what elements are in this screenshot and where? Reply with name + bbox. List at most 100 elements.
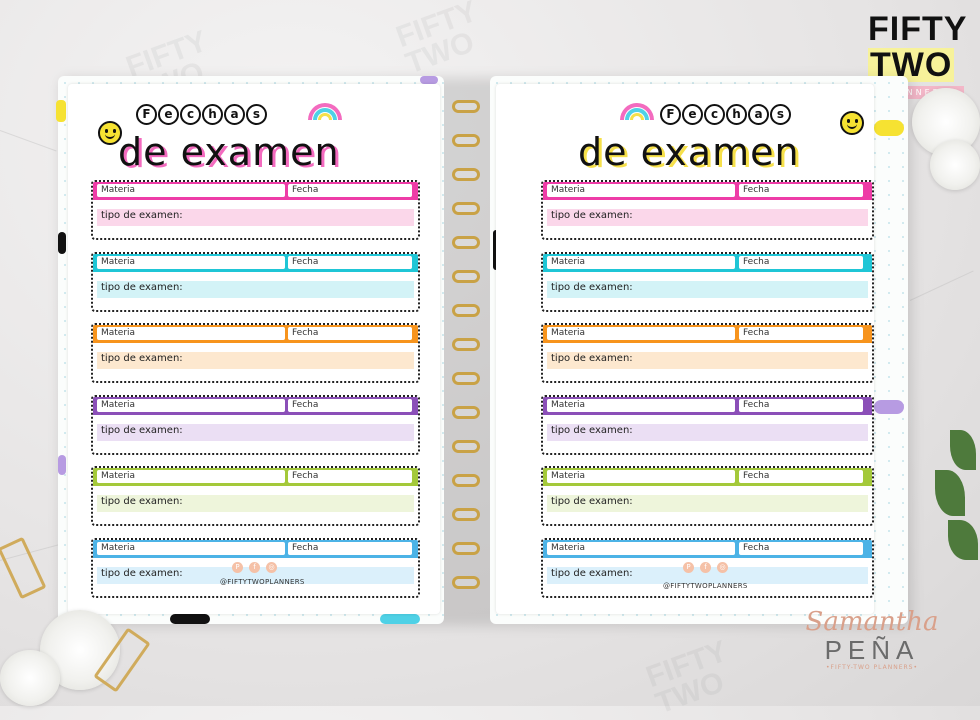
exam-card: Materia Fecha tipo de examen:: [91, 323, 420, 383]
rainbow-icon: [308, 103, 342, 120]
title-letter: c: [704, 104, 725, 125]
materia-field[interactable]: Materia: [547, 327, 735, 340]
cover-deco: [56, 100, 66, 122]
card-header: Materia Fecha: [543, 468, 872, 486]
fecha-field[interactable]: Fecha: [739, 542, 863, 555]
fecha-field[interactable]: Fecha: [739, 399, 863, 412]
instagram-icon: ◎: [717, 562, 728, 573]
instagram-icon: ◎: [266, 562, 277, 573]
cover-deco: [58, 455, 66, 475]
binding-ring: [452, 406, 480, 419]
card-header: Materia Fecha: [543, 325, 872, 343]
card-band: [97, 495, 414, 512]
smiley-icon: [840, 111, 864, 135]
leaf-decoration: [950, 430, 976, 470]
marble-vein: [909, 270, 974, 301]
exam-card: Materia Fecha tipo de examen:: [541, 395, 874, 455]
subtitle-text: de examen: [578, 130, 800, 174]
fecha-field[interactable]: Fecha: [288, 470, 412, 483]
tipo-examen-label: tipo de examen:: [101, 282, 183, 293]
materia-field[interactable]: Materia: [547, 184, 735, 197]
binding-ring: [452, 542, 480, 555]
title-letter: a: [748, 104, 769, 125]
fecha-field[interactable]: Fecha: [288, 542, 412, 555]
fecha-field[interactable]: Fecha: [739, 327, 863, 340]
card-header: Materia Fecha: [543, 397, 872, 415]
title-letter: F: [660, 104, 681, 125]
card-header: Materia Fecha: [93, 182, 418, 200]
page-title-right: F e c h a s: [660, 104, 791, 125]
logo-line2: TWO: [868, 46, 955, 84]
materia-field[interactable]: Materia: [547, 470, 735, 483]
card-band: [547, 567, 868, 584]
binding-ring: [452, 134, 480, 147]
title-letter: e: [158, 104, 179, 125]
fecha-field[interactable]: Fecha: [288, 184, 412, 197]
materia-field[interactable]: Materia: [97, 542, 285, 555]
exam-card: Materia Fecha tipo de examen:: [541, 466, 874, 526]
title-pills: F e c h a s: [660, 104, 791, 125]
card-band: [97, 567, 414, 584]
binding-ring: [452, 168, 480, 181]
binding-ring: [452, 372, 480, 385]
materia-field[interactable]: Materia: [547, 399, 735, 412]
exam-card: Materia Fecha tipo de examen:: [91, 252, 420, 312]
smiley-icon: [98, 121, 122, 145]
card-header: Materia Fecha: [93, 325, 418, 343]
signature-sub: •FIFTY-TWO PLANNERS•: [825, 664, 919, 671]
footer-handle-right: @FIFTYTWOPLANNERS: [663, 582, 748, 590]
materia-field[interactable]: Materia: [97, 470, 285, 483]
exam-card: Materia Fecha tipo de examen:: [541, 252, 874, 312]
title-letter: a: [224, 104, 245, 125]
tipo-examen-label: tipo de examen:: [551, 282, 633, 293]
card-header: Materia Fecha: [93, 468, 418, 486]
signature-first-name: Samantha: [805, 607, 939, 637]
fecha-field[interactable]: Fecha: [288, 327, 412, 340]
binding-ring: [452, 304, 480, 317]
title-pills: F e c h a s: [136, 104, 267, 125]
fecha-field[interactable]: Fecha: [739, 256, 863, 269]
pinterest-icon: P: [232, 562, 243, 573]
card-band: [547, 424, 868, 441]
card-header: Materia Fecha: [93, 397, 418, 415]
card-header: Materia Fecha: [93, 254, 418, 272]
leaf-decoration: [935, 470, 965, 516]
materia-field[interactable]: Materia: [97, 184, 285, 197]
card-header: Materia Fecha: [93, 540, 418, 558]
title-letter: s: [770, 104, 791, 125]
card-band: [97, 281, 414, 298]
fecha-field[interactable]: Fecha: [739, 184, 863, 197]
page-title-left: F e c h a s: [136, 104, 267, 125]
binding-ring: [452, 338, 480, 351]
title-letter: c: [180, 104, 201, 125]
title-letter: F: [136, 104, 157, 125]
title-letter: h: [726, 104, 747, 125]
binding-ring: [452, 270, 480, 283]
rainbow-icon: [620, 103, 654, 120]
marble-vein: [0, 130, 57, 152]
fecha-field[interactable]: Fecha: [739, 470, 863, 483]
tipo-examen-label: tipo de examen:: [101, 568, 183, 579]
exam-card: Materia Fecha tipo de examen:: [91, 466, 420, 526]
materia-field[interactable]: Materia: [547, 256, 735, 269]
exam-card: Materia Fecha tipo de examen:: [541, 323, 874, 383]
leaf-decoration: [948, 520, 978, 560]
facebook-icon: f: [249, 562, 260, 573]
binding-ring: [452, 576, 480, 589]
materia-field[interactable]: Materia: [97, 327, 285, 340]
materia-field[interactable]: Materia: [547, 542, 735, 555]
cover-deco: [874, 120, 904, 136]
title-letter: e: [682, 104, 703, 125]
binding-ring: [452, 100, 480, 113]
binding-ring: [452, 508, 480, 521]
tipo-examen-label: tipo de examen:: [551, 425, 633, 436]
footer-handle-left: @FIFTYTWOPLANNERS: [220, 578, 305, 586]
materia-field[interactable]: Materia: [97, 256, 285, 269]
fecha-field[interactable]: Fecha: [288, 399, 412, 412]
paperclip-decoration: [0, 536, 47, 600]
exam-card: Materia Fecha tipo de examen:: [541, 180, 874, 240]
tipo-examen-label: tipo de examen:: [551, 210, 633, 221]
materia-field[interactable]: Materia: [97, 399, 285, 412]
fecha-field[interactable]: Fecha: [288, 256, 412, 269]
